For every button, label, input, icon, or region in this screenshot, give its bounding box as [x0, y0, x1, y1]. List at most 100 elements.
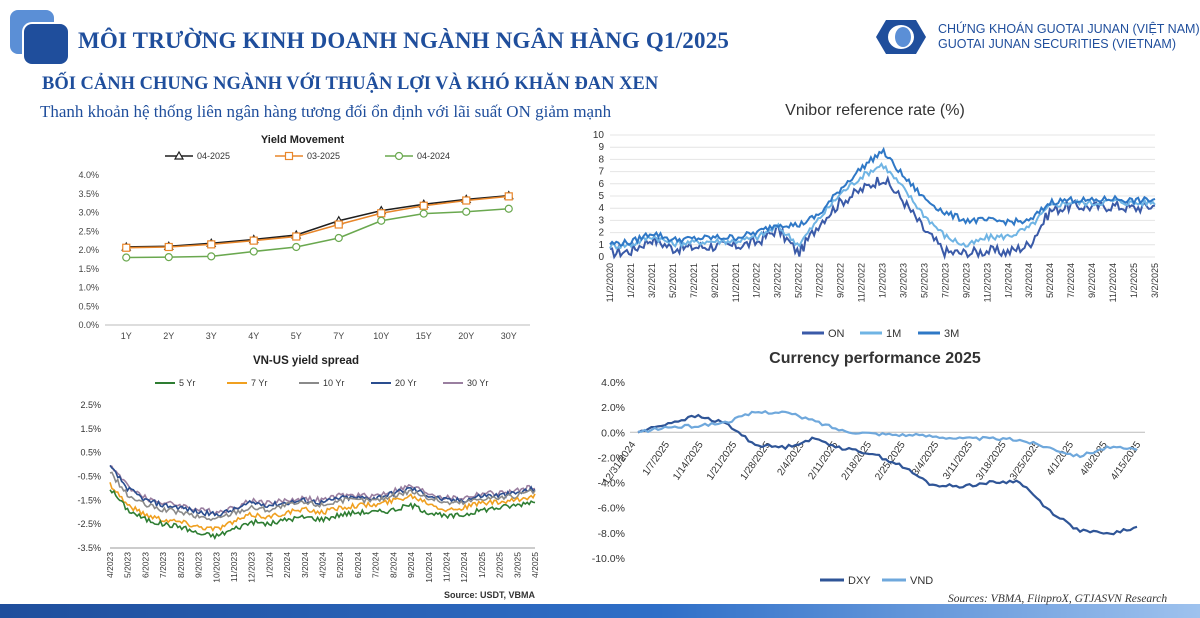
x-tick-label: 12/2023 — [247, 552, 257, 583]
y-tick-label: 1.5% — [78, 264, 99, 274]
series-line — [109, 489, 536, 541]
y-tick-label: 1 — [598, 240, 604, 251]
x-tick-label: 2Y — [163, 331, 174, 341]
x-tick-label: 7/2023 — [158, 552, 168, 578]
data-point — [207, 252, 216, 261]
x-tick-label: 1/2/2023 — [878, 263, 888, 298]
x-tick-label: 3/2/2022 — [773, 263, 783, 298]
x-tick-label: 1/7/2025 — [641, 439, 673, 478]
decor-square-front — [24, 24, 68, 64]
company-name-vi: CHỨNG KHOÁN GUOTAI JUNAN (VIỆT NAM) — [938, 22, 1200, 36]
y-tick-label: -2.5% — [77, 519, 101, 529]
x-tick-label: 9/2024 — [406, 552, 416, 578]
y-tick-label: -2.0% — [598, 452, 625, 464]
y-tick-label: 1.0% — [78, 283, 99, 293]
y-tick-label: -1.5% — [77, 495, 101, 505]
x-tick-label: 3/2/2025 — [1150, 263, 1160, 298]
x-tick-label: 30Y — [501, 331, 517, 341]
x-tick-label: 9/2023 — [194, 552, 204, 578]
legend-label: VND — [910, 575, 933, 587]
x-tick-label: 5/2023 — [123, 552, 133, 578]
x-tick-label: 3/2/2021 — [647, 263, 657, 298]
x-tick-label: 11/2024 — [441, 552, 451, 582]
y-tick-label: 1.5% — [80, 424, 101, 434]
x-tick-label: 1/2/2024 — [1003, 263, 1013, 298]
series-line — [609, 146, 1156, 247]
chart-title: VN-US yield spread — [253, 355, 359, 367]
x-tick-label: 2/18/2025 — [840, 439, 875, 482]
x-tick-label: 9/2/2022 — [836, 263, 846, 298]
y-tick-label: 0 — [598, 252, 604, 263]
data-point — [207, 240, 216, 249]
data-point — [334, 233, 343, 243]
x-tick-label: 15Y — [416, 331, 432, 341]
y-tick-label: -8.0% — [598, 528, 625, 540]
data-point — [419, 209, 428, 218]
legend-label: 5 Yr — [179, 378, 195, 388]
chart-title: Yield Movement — [261, 134, 345, 146]
y-tick-label: 2 — [598, 228, 604, 239]
series-line — [637, 413, 1138, 536]
data-point — [122, 253, 131, 262]
y-tick-label: 0.5% — [78, 301, 99, 311]
x-tick-label: 10/2023 — [211, 552, 221, 583]
y-tick-label: 5 — [598, 191, 604, 202]
y-tick-label: 4.0% — [601, 377, 625, 389]
x-tick-label: 2/25/2025 — [873, 439, 908, 482]
x-tick-label: 3/25/2025 — [1008, 439, 1043, 482]
x-tick-label: 8/2023 — [176, 552, 186, 578]
y-tick-label: 2.0% — [601, 402, 625, 414]
data-point — [504, 192, 513, 201]
series-line — [609, 162, 1156, 250]
series-line — [126, 207, 509, 259]
y-tick-label: 4.0% — [78, 170, 99, 180]
header-decoration — [10, 10, 70, 64]
series-line — [109, 464, 536, 518]
x-tick-label: 1/2/2021 — [626, 263, 636, 298]
legend-label: 30 Yr — [467, 378, 488, 388]
x-tick-label: 3/2/2024 — [1024, 263, 1034, 298]
y-tick-label: -6.0% — [598, 503, 625, 515]
x-tick-label: 6/2023 — [140, 552, 150, 578]
x-tick-label: 7/2024 — [371, 552, 381, 578]
company-name-en: GUOTAI JUNAN SECURITIES (VIETNAM) — [938, 37, 1176, 51]
x-tick-label: 4/2024 — [318, 552, 328, 578]
company-logo-icon — [876, 20, 926, 54]
x-tick-label: 9/2/2024 — [1087, 263, 1097, 298]
legend-label: 7 Yr — [251, 378, 267, 388]
legend-marker — [173, 150, 185, 160]
data-point — [419, 201, 428, 210]
data-point — [292, 242, 301, 252]
legend-marker — [394, 151, 404, 161]
x-tick-label: 11/2/2024 — [1108, 263, 1118, 302]
section-description: Thanh khoản hệ thống liên ngân hàng tươn… — [40, 102, 612, 121]
footer-bar — [0, 604, 1200, 618]
chart-title: Vnibor reference rate (%) — [785, 102, 965, 119]
y-tick-label: 2.0% — [78, 245, 99, 255]
legend-label: 3M — [944, 328, 959, 340]
x-tick-label: 5/2/2021 — [668, 263, 678, 298]
legend-marker — [284, 151, 294, 161]
y-tick-label: 8 — [598, 154, 604, 165]
x-tick-label: 3/2/2023 — [898, 263, 908, 298]
data-point — [462, 207, 471, 216]
data-point — [122, 243, 131, 252]
yield-movement-chart: Yield Movement 4.0% 3.5% 3.0% 2.5% 2.0% 1.5% 1.… — [78, 134, 530, 341]
x-tick-label: 9/2/2023 — [961, 263, 971, 298]
data-point — [334, 220, 343, 229]
x-tick-label: 4/2023 — [105, 552, 115, 578]
page-title: MÔI TRƯỜNG KINH DOANH NGÀNH NGÂN HÀNG Q1… — [78, 28, 730, 53]
y-tick-label: -10.0% — [592, 553, 625, 565]
x-tick-label: 7/2/2024 — [1066, 263, 1076, 298]
series-line — [126, 194, 509, 248]
data-point — [249, 247, 258, 256]
y-tick-label: 0.0% — [601, 427, 625, 439]
y-tick-label: 2.5% — [78, 226, 99, 236]
y-tick-label: 0.0% — [78, 320, 99, 330]
data-point — [504, 204, 513, 213]
series-line — [637, 410, 1138, 459]
section-title: BỐI CẢNH CHUNG NGÀNH VỚI THUẬN LỢI VÀ KH… — [42, 74, 659, 94]
x-tick-label: 3/11/2025 — [941, 439, 975, 482]
x-tick-label: 7/2/2023 — [940, 263, 950, 298]
x-tick-label: 7/2/2022 — [815, 263, 825, 298]
